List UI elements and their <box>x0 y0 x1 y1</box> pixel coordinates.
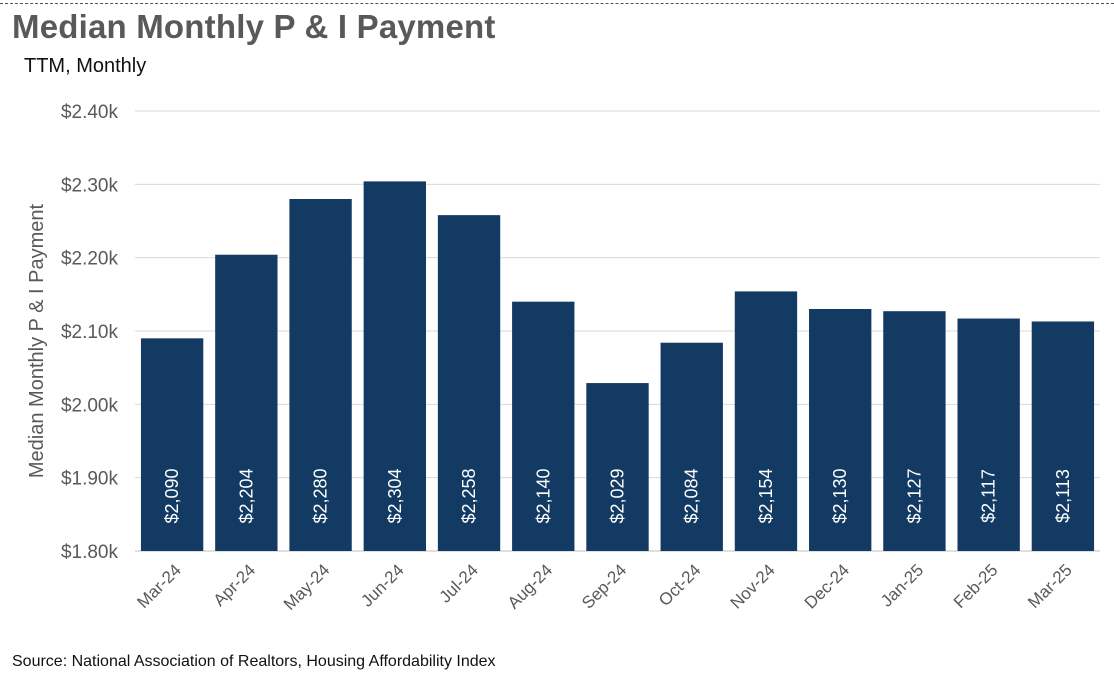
x-tick-label: Mar-25 <box>1024 560 1076 612</box>
y-tick-label: $2.30k <box>61 175 119 196</box>
y-tick-label: $1.80k <box>61 542 119 563</box>
source-note: Source: National Association of Realtors… <box>12 653 496 670</box>
page-subtitle: TTM, Monthly <box>24 55 147 77</box>
x-tick-label: Jun-24 <box>357 560 407 610</box>
bar <box>809 309 872 551</box>
bar-data-label: $2,117 <box>979 469 999 523</box>
y-tick-label: $2.00k <box>61 395 119 416</box>
bar <box>883 311 946 551</box>
x-tick-label: Mar-24 <box>133 560 185 612</box>
bar-data-label: $2,084 <box>682 468 702 523</box>
bar <box>215 254 278 551</box>
bars: $2,090 $2,204 $2,280 $2,304 $2,258 $2,140 $2,0… <box>140 181 1095 551</box>
x-tick-label: Jul-24 <box>436 560 482 606</box>
x-axis-ticks: Mar-24 Apr-24 May-24 Jun-24 Jul-24 Aug-24 Sep-… <box>133 560 1075 614</box>
bar-data-label: $2,130 <box>830 468 850 523</box>
bar-data-label: $2,029 <box>608 468 628 523</box>
x-tick-label: May-24 <box>280 560 334 614</box>
x-tick-label: Dec-24 <box>801 560 853 612</box>
bar <box>1031 321 1095 551</box>
bar-data-label: $2,304 <box>385 468 405 523</box>
bar-data-label: $2,090 <box>162 468 182 523</box>
bar-data-label: $2,258 <box>459 468 479 523</box>
y-tick-label: $2.40k <box>61 102 119 123</box>
y-tick-label: $1.90k <box>61 469 119 490</box>
bar-data-label: $2,280 <box>311 468 331 523</box>
bar-data-label: $2,204 <box>236 468 256 523</box>
x-tick-label: Aug-24 <box>504 560 556 612</box>
bar-chart: $1.80k $1.90k $2.00k $2.10k $2.20k $2.30k $2.4… <box>26 102 1100 614</box>
x-tick-label: Apr-24 <box>210 560 260 610</box>
y-tick-label: $2.10k <box>61 322 119 343</box>
x-tick-label: Sep-24 <box>578 560 630 612</box>
bar <box>660 342 723 551</box>
y-tick-label: $2.20k <box>61 249 119 270</box>
bar-data-label: $2,140 <box>533 468 553 523</box>
bar <box>363 181 426 551</box>
x-tick-label: Feb-25 <box>950 560 1002 612</box>
bar <box>437 215 501 551</box>
bar <box>734 291 798 551</box>
bar-data-label: $2,113 <box>1053 469 1073 523</box>
x-tick-label: Nov-24 <box>727 560 779 612</box>
page-title: Median Monthly P & I Payment <box>12 8 496 45</box>
bar <box>289 199 352 551</box>
bar-data-label: $2,154 <box>756 468 776 523</box>
top-dashed-rule <box>0 3 1114 4</box>
y-axis-ticks: $1.80k $1.90k $2.00k $2.10k $2.20k $2.30k $2.4… <box>61 102 119 563</box>
bar <box>957 318 1020 551</box>
x-tick-label: Jan-25 <box>877 560 927 610</box>
x-tick-label: Oct-24 <box>655 560 705 610</box>
bar <box>586 383 649 551</box>
bar-data-label: $2,127 <box>904 468 924 523</box>
bar <box>140 338 204 551</box>
bar <box>512 301 575 551</box>
y-axis-label: Median Monthly P & I Payment <box>26 203 48 478</box>
